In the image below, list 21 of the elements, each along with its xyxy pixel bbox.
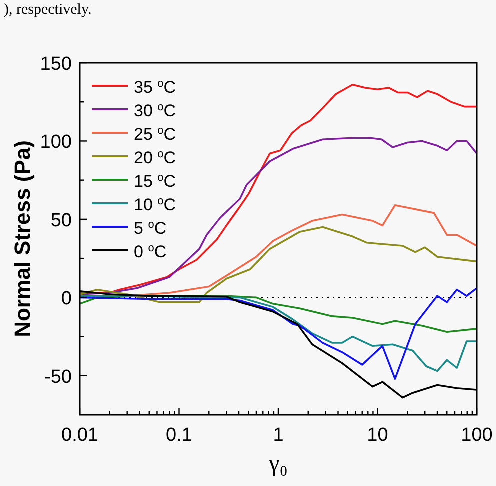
y-tick-label: 150 bbox=[40, 54, 72, 75]
legend-label: 10 $^{o}$C bbox=[134, 196, 176, 214]
legend-label: 30 $^{o}$C bbox=[134, 102, 176, 120]
x-tick-label: 1 bbox=[273, 425, 284, 446]
y-axis-title: Normal Stress (Pa) bbox=[10, 140, 35, 338]
legend-label: 35 $^{o}$C bbox=[134, 78, 176, 97]
legend-label: 0 $^{o}$C bbox=[134, 242, 167, 262]
y-tick-label: 50 bbox=[50, 210, 72, 232]
x-axis-title: γ₀ bbox=[268, 451, 288, 477]
x-tick-label: 10 bbox=[367, 425, 388, 446]
y-tick-label: 0 bbox=[61, 288, 72, 310]
legend-label: 15 $^{o}$C bbox=[134, 172, 176, 191]
y-tick-label: -50 bbox=[44, 366, 72, 388]
legend-label: 25 $^{o}$C bbox=[134, 125, 176, 144]
text: ), respectively. bbox=[4, 2, 92, 18]
legend-label: 5 $^{o}$C bbox=[134, 219, 167, 238]
x-tick-label: 0.1 bbox=[166, 425, 192, 446]
x-tick-label: 100 bbox=[461, 425, 493, 446]
legend-label: 20 $^{o}$C bbox=[134, 148, 176, 168]
y-tick-label: 100 bbox=[40, 132, 72, 154]
x-tick-label: 0.01 bbox=[62, 425, 98, 446]
